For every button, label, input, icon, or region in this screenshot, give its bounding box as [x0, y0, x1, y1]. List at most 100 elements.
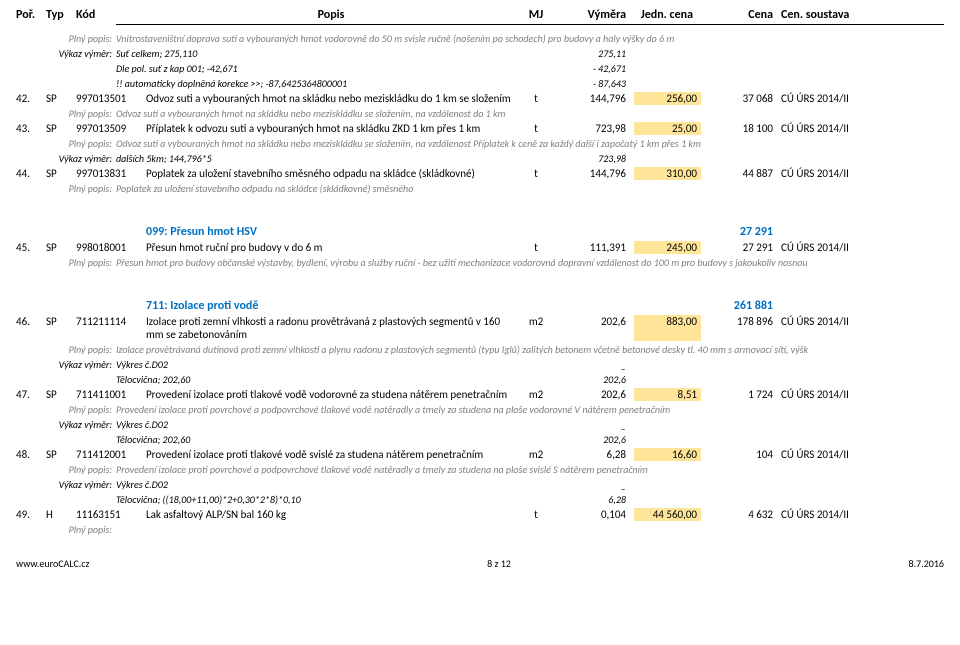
plny-popis-label: Plný popis: [16, 182, 116, 195]
por: 49. [16, 508, 46, 521]
por: 47. [16, 388, 46, 401]
vv-row: !! automaticky doplněná korekce >>; -87,… [116, 76, 944, 91]
hdr-cena: Cena [701, 8, 781, 22]
mj: t [516, 92, 556, 105]
plny-popis-row: Plný popis: Odvoz suti a vybouraných hmo… [16, 136, 944, 151]
jedncena: 44 560,00 [634, 508, 701, 521]
item-row: 48. SP 711412001 Provedení izolace proti… [16, 447, 944, 462]
plny-popis-row: Plný popis: Izolace provětrávaná dutinov… [16, 342, 944, 357]
hdr-kod: Kód [76, 8, 146, 22]
section-row: 099: Přesun hmot HSV 27 291 [16, 224, 944, 240]
vv-row: Dle pol. suť z kap 001; -42,671 - 42,671 [116, 61, 944, 76]
jedncena: 256,00 [634, 92, 701, 105]
jedncena: 16,60 [634, 448, 701, 461]
jedncena: 8,51 [634, 388, 701, 401]
soustava: CÚ ÚRS 2014/II [781, 122, 881, 135]
plny-popis-row: Plný popis: Odvoz suti a vybouraných hmo… [16, 106, 944, 121]
vv-right: 202,6 [556, 433, 626, 446]
plny-popis-row: Plný popis: Poplatek za uložení stavební… [16, 181, 944, 196]
footer-center: 8 z 12 [487, 557, 511, 570]
plny-popis-text: Přesun hmot pro budovy občanské výstavby… [116, 256, 807, 269]
mj: m2 [516, 388, 556, 401]
hdr-soustava: Cen. soustava [781, 8, 881, 22]
popis: Přesun hmot ruční pro budovy v do 6 m [146, 241, 516, 254]
vv-left: Dle pol. suť z kap 001; -42,671 [116, 62, 556, 75]
vv-row: Tělocvična; ((18,00+11,00)*2+0,30*2*8)*0… [116, 492, 944, 507]
vv-left: Tělocvična; 202,60 [116, 433, 556, 446]
plny-popis-text: Odvoz suti a vybouraných hmot na skládku… [116, 107, 505, 120]
hdr-jedncena: Jedn. cena [626, 8, 701, 22]
typ: SP [46, 92, 76, 105]
plny-popis-label: Plný popis: [16, 137, 116, 150]
plny-popis-text: Poplatek za uložení stavebního odpadu na… [116, 182, 413, 195]
jedncena: 25,00 [634, 122, 701, 135]
vv-left: Suť celkem; 275,110 [116, 47, 556, 60]
popis: Provedení izolace proti tlakové vodě svi… [146, 448, 516, 461]
popis: Poplatek za uložení stavebního směsného … [146, 167, 516, 180]
mj: t [516, 508, 556, 521]
section-total: 27 291 [701, 225, 781, 239]
plny-popis-text: Odvoz suti a vybouraných hmot na skládku… [116, 137, 701, 150]
cena: 44 887 [701, 167, 781, 180]
cena: 4 632 [701, 508, 781, 521]
hdr-por: Poř. [16, 8, 46, 22]
vymera: 6,28 [556, 448, 626, 461]
kod: 997013501 [76, 92, 146, 105]
plny-popis-label: Plný popis: [16, 463, 116, 476]
cena: 178 896 [701, 315, 781, 341]
hdr-vymera: Výměra [556, 8, 626, 22]
cena: 104 [701, 448, 781, 461]
soustava: CÚ ÚRS 2014/II [781, 92, 881, 105]
item-row: 43. SP 997013509 Příplatek k odvozu suti… [16, 121, 944, 136]
popis: Lak asfaltový ALP/SN bal 160 kg [146, 508, 516, 521]
plny-popis-text: Izolace provětrávaná dutinová proti zemn… [116, 343, 808, 356]
typ: SP [46, 448, 76, 461]
kod: 711412001 [76, 448, 146, 461]
item-row: 45. SP 998018001 Přesun hmot ruční pro b… [16, 240, 944, 255]
kod: 11163151 [76, 508, 146, 521]
vykaz-label: Výkaz výměr: [16, 358, 116, 371]
vv-row: Tělocvična; 202,60 202,6 [116, 372, 944, 387]
plny-popis-text: Provedení izolace proti povrchové a podp… [116, 403, 670, 416]
plny-popis-text: Provedení izolace proti povrchové a podp… [116, 463, 648, 476]
plny-popis-row: Plný popis: [16, 522, 944, 537]
plny-popis-row: Plný popis: Provedení izolace proti povr… [16, 462, 944, 477]
vv-left: Výkres č.D02 [116, 478, 556, 491]
por: 43. [16, 122, 46, 135]
plny-popis-label: Plný popis: [16, 343, 116, 356]
soustava: CÚ ÚRS 2014/II [781, 315, 881, 341]
plny-popis-label: Plný popis: [16, 403, 116, 416]
kod: 711211114 [76, 315, 146, 341]
vv-left: Tělocvična; ((18,00+11,00)*2+0,30*2*8)*0… [116, 493, 556, 506]
plny-popis-row: Plný popis: Provedení izolace proti povr… [16, 402, 944, 417]
plny-popis-text: Vnitrostaveništní doprava suti a vyboura… [116, 32, 674, 45]
vykaz-row: Výkaz výměr: Výkres č.D02 _ [16, 417, 944, 432]
hdr-popis: Popis [146, 8, 516, 22]
vv-right: 723,98 [556, 152, 626, 165]
typ: H [46, 508, 76, 521]
cena: 1 724 [701, 388, 781, 401]
typ: SP [46, 315, 76, 341]
plny-popis-row: Plný popis: Přesun hmot pro budovy občan… [16, 255, 944, 270]
vykaz-row: Výkaz výměr: Výkres č.D02 _ [16, 477, 944, 492]
typ: SP [46, 388, 76, 401]
footer-left: www.euroCALC.cz [16, 557, 90, 570]
footer-right: 8.7.2016 [909, 557, 944, 570]
popis: Provedení izolace proti tlakové vodě vod… [146, 388, 516, 401]
vymera: 0,104 [556, 508, 626, 521]
por: 42. [16, 92, 46, 105]
hdr-typ: Typ [46, 8, 76, 22]
jedncena: 245,00 [634, 241, 701, 254]
vykaz-row: Výkaz výměr: dalších 5km; 144,796*5 723,… [16, 151, 944, 166]
por: 44. [16, 167, 46, 180]
vv-row: Tělocvična; 202,60 202,6 [116, 432, 944, 447]
vymera: 111,391 [556, 241, 626, 254]
vykaz-label: Výkaz výměr: [16, 418, 116, 431]
header-rule [116, 24, 944, 25]
vv-left: dalších 5km; 144,796*5 [116, 152, 556, 165]
por: 48. [16, 448, 46, 461]
vymera: 202,6 [556, 315, 626, 341]
vymera: 144,796 [556, 92, 626, 105]
typ: SP [46, 167, 76, 180]
soustava: CÚ ÚRS 2014/II [781, 448, 881, 461]
